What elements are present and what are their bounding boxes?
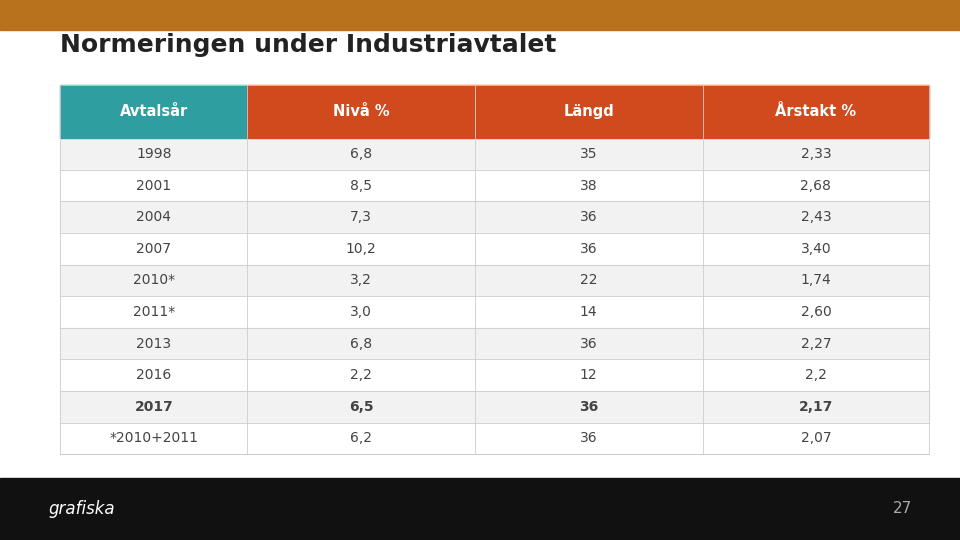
Text: 7,3: 7,3 bbox=[350, 210, 372, 224]
Text: Normeringen under Industriavtalet: Normeringen under Industriavtalet bbox=[60, 33, 557, 57]
Text: 1998: 1998 bbox=[136, 147, 172, 161]
Text: 27: 27 bbox=[893, 502, 912, 516]
Text: 6,8: 6,8 bbox=[350, 336, 372, 350]
Text: Längd: Längd bbox=[564, 104, 614, 119]
Text: 1,74: 1,74 bbox=[801, 273, 831, 287]
Text: Årstakt %: Årstakt % bbox=[776, 104, 856, 119]
Text: 36: 36 bbox=[580, 210, 597, 224]
Text: 2,2: 2,2 bbox=[350, 368, 372, 382]
Text: 2,60: 2,60 bbox=[801, 305, 831, 319]
Text: 3,0: 3,0 bbox=[350, 305, 372, 319]
Text: 36: 36 bbox=[580, 336, 597, 350]
Text: 2,07: 2,07 bbox=[801, 431, 831, 446]
Text: Avtalsår: Avtalsår bbox=[120, 104, 188, 119]
Text: 2,27: 2,27 bbox=[801, 336, 831, 350]
Text: 2,43: 2,43 bbox=[801, 210, 831, 224]
Text: *2010+2011: *2010+2011 bbox=[109, 431, 199, 446]
Text: 2017: 2017 bbox=[134, 400, 173, 414]
Text: 2001: 2001 bbox=[136, 179, 172, 193]
Text: 3,2: 3,2 bbox=[350, 273, 372, 287]
Text: 2,68: 2,68 bbox=[801, 179, 831, 193]
Text: 6,5: 6,5 bbox=[348, 400, 373, 414]
Text: 2013: 2013 bbox=[136, 336, 172, 350]
Text: 38: 38 bbox=[580, 179, 597, 193]
Text: 10,2: 10,2 bbox=[346, 242, 376, 256]
Text: 8,5: 8,5 bbox=[350, 179, 372, 193]
Text: Nivå %: Nivå % bbox=[333, 104, 390, 119]
Text: 2011*: 2011* bbox=[132, 305, 175, 319]
Text: 14: 14 bbox=[580, 305, 597, 319]
Text: 36: 36 bbox=[580, 431, 597, 446]
Text: 36: 36 bbox=[579, 400, 598, 414]
Text: 6,8: 6,8 bbox=[350, 147, 372, 161]
Text: 2004: 2004 bbox=[136, 210, 172, 224]
Text: 2007: 2007 bbox=[136, 242, 172, 256]
Text: 3,40: 3,40 bbox=[801, 242, 831, 256]
Text: 22: 22 bbox=[580, 273, 597, 287]
Text: 6,2: 6,2 bbox=[350, 431, 372, 446]
Text: 2,33: 2,33 bbox=[801, 147, 831, 161]
Text: grafiska: grafiska bbox=[48, 500, 114, 518]
Text: 2,2: 2,2 bbox=[805, 368, 827, 382]
Text: 35: 35 bbox=[580, 147, 597, 161]
Text: 2016: 2016 bbox=[136, 368, 172, 382]
Text: 2010*: 2010* bbox=[132, 273, 175, 287]
Text: 2,17: 2,17 bbox=[799, 400, 833, 414]
Text: 36: 36 bbox=[580, 242, 597, 256]
Text: 12: 12 bbox=[580, 368, 597, 382]
